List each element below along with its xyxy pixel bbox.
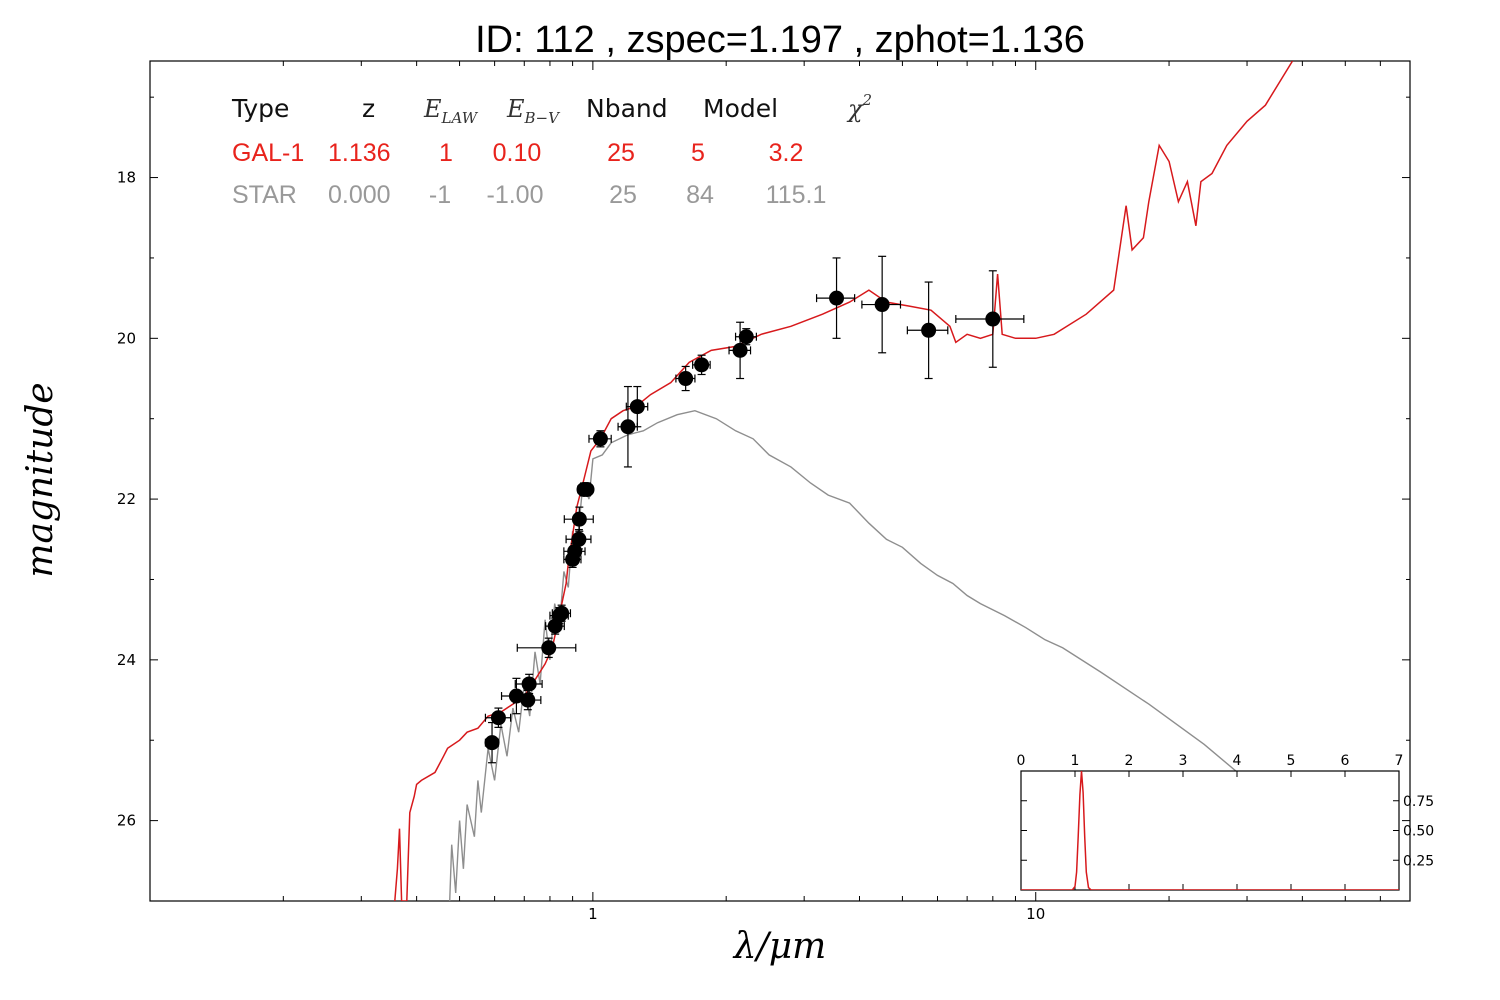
data-marker: [490, 710, 506, 726]
y-tick-label: 22: [117, 490, 136, 508]
data-marker: [874, 297, 890, 313]
photometry-point: [514, 673, 543, 695]
gal-elaw: 1: [439, 139, 453, 167]
chart-title: ID: 112 , zspec=1.197 , zphot=1.136: [475, 19, 1085, 61]
photometry-point: [861, 255, 902, 354]
star-type: STAR: [232, 181, 297, 209]
inset-x-tick-label: 1: [1071, 753, 1080, 769]
header-model: Model: [703, 94, 778, 123]
data-marker: [985, 311, 1001, 327]
data-marker: [521, 676, 537, 692]
inset-x-tick-label: 2: [1125, 753, 1134, 769]
data-marker: [571, 531, 587, 547]
x-axis-label: λ/μm: [732, 926, 826, 967]
data-marker: [541, 640, 557, 656]
photometry-point: [734, 328, 757, 346]
photometry-point: [516, 637, 577, 659]
data-marker: [571, 511, 587, 527]
data-marker: [921, 322, 937, 338]
photometry-point: [675, 365, 696, 392]
y-tick-label: 24: [117, 651, 136, 669]
header-elaw: ELAW: [423, 95, 479, 127]
inset-y-tick-label: 0.25: [1403, 853, 1434, 869]
star-z: 0.000: [328, 181, 391, 209]
header-z: z: [362, 94, 375, 123]
photometry-points: [484, 255, 1025, 764]
photometry-point: [579, 481, 595, 497]
data-marker: [554, 605, 570, 621]
row-star: STAR 0.000 -1 -1.00 25 84 115.1: [232, 181, 826, 209]
data-marker: [694, 357, 710, 373]
data-marker: [629, 399, 645, 415]
data-marker: [592, 431, 608, 447]
photometry-point: [551, 604, 572, 622]
photometry-point: [563, 506, 594, 532]
inset-x-tick-label: 4: [1233, 753, 1242, 769]
inset-x-tick-label: 7: [1395, 753, 1404, 769]
fit-table: Type z ELAW EB−V Nband Model χ2 GAL-1 1.…: [231, 91, 872, 209]
photometry-point: [513, 689, 542, 711]
y-tick-label: 18: [117, 169, 136, 187]
photometry-point: [728, 321, 752, 380]
pdz-curve: [1021, 771, 1399, 890]
photometry-point: [625, 385, 649, 428]
gal-type: GAL-1: [232, 139, 304, 167]
data-marker: [738, 329, 754, 345]
gal-z: 1.136: [328, 139, 391, 167]
x-tick-label: 1: [588, 905, 598, 923]
star-chi2: 115.1: [766, 181, 827, 209]
photometry-point: [617, 385, 638, 468]
data-marker: [620, 419, 636, 435]
galaxy-model-spectrum: [394, 61, 1294, 901]
inset-y-tick-label: 0.50: [1403, 824, 1434, 840]
x-axis: 1 10: [282, 61, 1411, 923]
row-galaxy: GAL-1 1.136 1 0.10 25 5 3.2: [232, 139, 803, 167]
photometry-point: [565, 529, 592, 550]
inset-x-tick-label: 5: [1287, 753, 1296, 769]
inset-x-tick-label: 6: [1341, 753, 1350, 769]
inset-y-tick-label: 0.75: [1403, 794, 1434, 810]
star-nband: 25: [609, 181, 637, 209]
inset-x-tick-label: 0: [1017, 753, 1026, 769]
photometry-point: [692, 354, 711, 376]
x-tick-label: 10: [1026, 905, 1045, 923]
star-ebv: -1.00: [487, 181, 544, 209]
data-marker: [678, 371, 694, 387]
data-marker: [520, 692, 536, 708]
header-chi2: χ2: [846, 91, 872, 123]
data-marker: [484, 735, 500, 751]
star-model-spectrum: [449, 409, 1272, 901]
photometry-point: [588, 430, 612, 448]
data-marker: [732, 342, 748, 358]
photometry-point: [484, 721, 500, 764]
y-axis-label: magnitude: [20, 382, 61, 577]
data-marker: [579, 481, 595, 497]
header-type: Type: [231, 94, 289, 123]
photometry-point: [906, 281, 949, 380]
photometry-point: [484, 707, 512, 728]
header-ebv: EB−V: [506, 95, 561, 127]
y-tick-label: 20: [117, 329, 136, 347]
header-nband: Nband: [586, 94, 668, 123]
photometry-point: [815, 257, 856, 339]
star-elaw: -1: [429, 181, 451, 209]
photometry-point: [955, 270, 1025, 368]
gal-model: 5: [691, 139, 705, 167]
inset-x-tick-label: 3: [1179, 753, 1188, 769]
plot-frame: [149, 60, 1411, 902]
gal-ebv: 0.10: [493, 139, 542, 167]
star-model: 84: [686, 181, 714, 209]
gal-nband: 25: [607, 139, 635, 167]
inset-axes: 0 1 2 3 4 5 6 7 0.25 0.50 0.75: [1017, 753, 1434, 890]
pdz-inset: 0 1 2 3 4 5 6 7 0.25 0.50 0.75: [1017, 753, 1434, 891]
gal-chi2: 3.2: [769, 139, 804, 167]
y-tick-label: 26: [117, 812, 136, 830]
data-marker: [829, 290, 845, 306]
